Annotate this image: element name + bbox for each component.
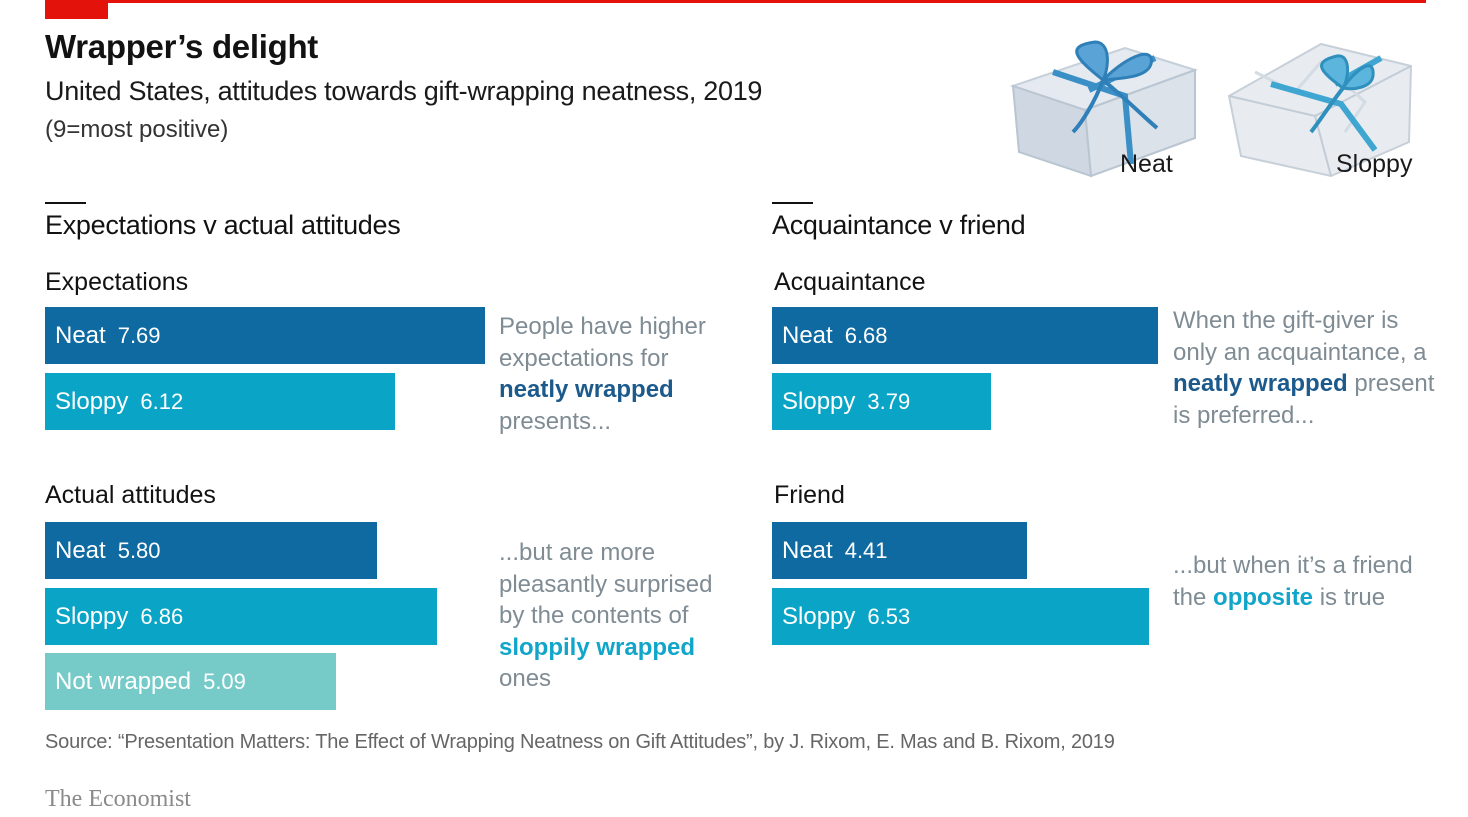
annotation-text: is true bbox=[1313, 583, 1386, 611]
top-red-rule bbox=[45, 0, 1426, 3]
panel-title-left: Expectations v actual attitudes bbox=[45, 210, 401, 240]
bar-expectations-neat: Neat 7.69 bbox=[45, 307, 485, 364]
bar-label: Not wrapped bbox=[55, 667, 192, 695]
bar-actual-attitudes-sloppy: Sloppy 6.86 bbox=[45, 588, 437, 645]
sloppy-gift-icon bbox=[1227, 42, 1413, 178]
group-label-friend: Friend bbox=[774, 481, 845, 509]
annotation-highlight: sloppily wrapped bbox=[499, 633, 696, 661]
bar-actual-attitudes-not-wrapped: Not wrapped 5.09 bbox=[45, 653, 336, 710]
bar-label: Neat bbox=[55, 536, 106, 564]
bar-value-label: 5.80 bbox=[117, 537, 161, 563]
bar-label: Neat bbox=[782, 321, 833, 349]
neat-gift-label: Neat bbox=[1120, 150, 1173, 178]
annotation-text: People have higher expectations for bbox=[499, 313, 706, 372]
bar-value-label: 6.68 bbox=[844, 322, 888, 348]
bar-label: Neat bbox=[55, 321, 106, 349]
bar-expectations-sloppy: Sloppy 6.12 bbox=[45, 373, 395, 430]
bar-value-label: 6.86 bbox=[140, 603, 184, 629]
annotation-text: ...but when it’s a friend the bbox=[1173, 552, 1413, 611]
annotation-friend: ...but when it’s a friend the opposite i… bbox=[1173, 550, 1448, 613]
source-note: Source: “Presentation Matters: The Effec… bbox=[45, 731, 1115, 753]
neat-gift-icon bbox=[1009, 40, 1199, 178]
chart-title: Wrapper’s delight bbox=[45, 28, 318, 65]
bar-value-label: 7.69 bbox=[117, 322, 161, 348]
annotation-highlight: neatly wrapped bbox=[499, 376, 674, 403]
annotation-text: ones bbox=[499, 665, 552, 692]
annotation-acquaintance: When the gift-giver is only an acquainta… bbox=[1173, 305, 1448, 431]
bar-label: Sloppy bbox=[55, 602, 129, 630]
bar-friend-neat: Neat 4.41 bbox=[772, 522, 1027, 579]
bar-value-label: 4.41 bbox=[844, 537, 888, 563]
group-label-expectations: Expectations bbox=[45, 268, 189, 296]
bar-value-label: 6.12 bbox=[140, 388, 184, 414]
panel-rule-left bbox=[45, 202, 86, 204]
bar-value-label: 6.53 bbox=[867, 603, 911, 629]
red-tag bbox=[45, 0, 108, 19]
panel-title-right: Acquaintance v friend bbox=[772, 210, 1026, 240]
bar-acquaintance-neat: Neat 6.68 bbox=[772, 307, 1158, 364]
bar-value-label: 5.09 bbox=[203, 668, 246, 694]
brand-logo: The Economist bbox=[45, 786, 191, 812]
annotation-expectations: People have higher expectations for neat… bbox=[499, 311, 729, 437]
panel-rule-right bbox=[772, 202, 813, 204]
bar-label: Sloppy bbox=[55, 387, 129, 415]
annotation-text: present is preferred... bbox=[1173, 370, 1435, 429]
bar-label: Sloppy bbox=[782, 602, 856, 630]
annotation-text: ...but are more pleasantly surprised by … bbox=[499, 539, 713, 629]
unit-note: (9=most positive) bbox=[45, 116, 229, 143]
chart-subtitle: United States, attitudes towards gift-wr… bbox=[45, 76, 763, 106]
bar-value-label: 3.79 bbox=[867, 388, 911, 414]
group-label-acquaintance: Acquaintance bbox=[774, 268, 926, 296]
bar-actual-attitudes-neat: Neat 5.80 bbox=[45, 522, 377, 579]
annotation-actual-attitudes: ...but are more pleasantly surprised by … bbox=[499, 537, 729, 695]
sloppy-gift-label: Sloppy bbox=[1336, 150, 1413, 178]
bar-friend-sloppy: Sloppy 6.53 bbox=[772, 588, 1149, 645]
group-label-actual-attitudes: Actual attitudes bbox=[45, 481, 216, 509]
annotation-text: presents... bbox=[499, 407, 612, 435]
annotation-highlight: opposite bbox=[1213, 583, 1314, 611]
bar-label: Sloppy bbox=[782, 387, 856, 415]
bar-label: Neat bbox=[782, 536, 833, 564]
annotation-highlight: neatly wrapped bbox=[1173, 370, 1348, 397]
annotation-text: When the gift-giver is only an acquainta… bbox=[1173, 307, 1427, 366]
bar-acquaintance-sloppy: Sloppy 3.79 bbox=[772, 373, 991, 430]
